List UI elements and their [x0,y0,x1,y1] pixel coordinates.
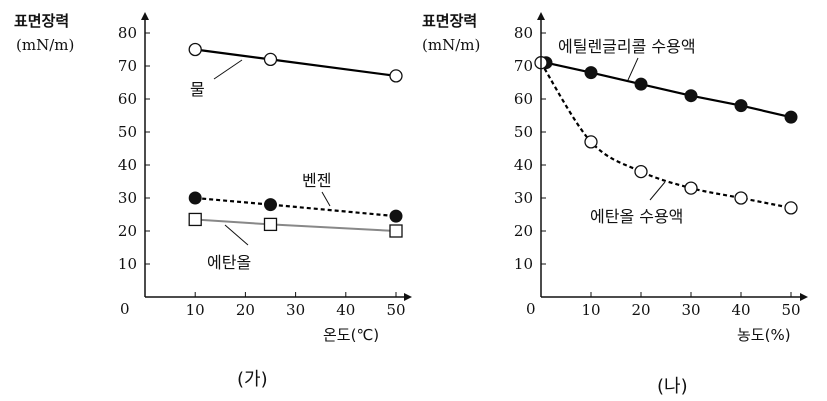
x-tick-label: 30 [681,301,700,319]
x-tick-label: 10 [186,301,205,319]
y-axis-unit-ga: (mN/m) [16,36,74,54]
data-point [734,191,748,205]
tick-labels-ga: 10 20 30 40 50 60 70 80 10 20 30 40 50 [118,24,406,319]
series-line [195,48,397,77]
data-point [263,217,278,232]
y-tick-label: 30 [514,189,533,207]
y-tick-label: 80 [118,24,137,42]
x-tick-label: 40 [731,301,750,319]
plot-series-ga [188,42,403,238]
caption-na: (나) [657,376,688,397]
plot-series-na [534,56,798,215]
tick-marks-ga [145,32,397,297]
data-point [584,66,598,80]
series-label-water: 물 [190,80,205,99]
x-tick-label: 20 [631,301,650,319]
x-tick-label: 50 [386,301,405,319]
y-axis-unit-na: (mN/m) [422,36,480,54]
origin-label-na: 0 [526,300,536,318]
leader-line-ethanol-na [649,181,666,201]
series-line [540,62,792,209]
data-point [684,89,698,103]
data-point [584,135,598,149]
leader-line-benzene [321,191,331,207]
y-tick-label: 50 [514,123,533,141]
x-tick-label: 30 [286,301,305,319]
data-point [264,198,277,212]
y-axis-title-ga: 표면장력 [14,12,69,30]
y-tick-label: 70 [514,57,533,75]
chart-na: 표면장력 (mN/m) 0 10 20 30 40 50 60 70 80 10 20 30 40 50… [422,12,808,397]
data-point [684,181,698,195]
data-point [784,110,798,124]
y-tick-label: 60 [514,90,533,108]
y-tick-label: 70 [118,57,137,75]
y-tick-label: 20 [514,222,533,240]
series-label-ethanol-ga: 에탄올 [207,253,251,272]
leader-line-ethylene-glycol [627,57,639,81]
y-tick-label: 20 [118,222,137,240]
data-point [188,42,202,57]
series-label-ethanol-na: 에탄올 수용액 [590,207,683,226]
data-point [734,99,748,113]
origin-label-ga: 0 [120,300,130,318]
x-tick-label: 50 [781,301,800,319]
leader-line-water [213,59,243,80]
data-point [389,224,403,238]
caption-ga: (가) [237,369,268,390]
data-point [389,69,403,83]
x-tick-label: 40 [336,301,355,319]
x-tick-label: 10 [581,301,600,319]
x-tick-label: 20 [236,301,255,319]
y-tick-label: 40 [118,156,137,174]
series-line [195,196,397,218]
x-axis-arrow-ga [404,293,412,301]
data-point [188,191,202,205]
y-tick-label: 60 [118,90,137,108]
chart-ga: 표면장력 (mN/m) 0 10 20 30 40 50 60 70 80 10 20 30 40 50… [14,12,412,390]
x-axis-arrow-na [800,293,808,301]
y-axis-arrow-ga [141,12,149,20]
data-point [263,52,278,67]
y-tick-label: 10 [118,255,137,273]
y-tick-label: 40 [514,156,533,174]
data-point [188,212,202,227]
data-point [389,209,403,223]
y-tick-label: 80 [514,24,533,42]
data-point [784,201,798,215]
series-label-ethylene-glycol: 에틸렌글리콜 수용액 [558,37,696,56]
tick-marks-na [541,32,792,297]
y-tick-label: 10 [514,255,533,273]
data-point [634,164,648,179]
tick-labels-na: 10 20 30 40 50 60 70 80 10 20 30 40 50 [514,24,801,319]
x-axis-title-na: 농도(%) [737,326,791,344]
leader-line-ethanol-ga [224,224,249,246]
series-line [545,61,792,119]
y-tick-label: 50 [118,123,137,141]
y-tick-label: 30 [118,189,137,207]
series-label-benzene: 벤젠 [302,171,331,190]
y-axis-title-na: 표면장력 [422,12,477,30]
x-axis-title-ga: 온도(℃) [323,326,379,344]
y-axis-arrow-na [537,12,545,20]
data-point [634,77,648,91]
